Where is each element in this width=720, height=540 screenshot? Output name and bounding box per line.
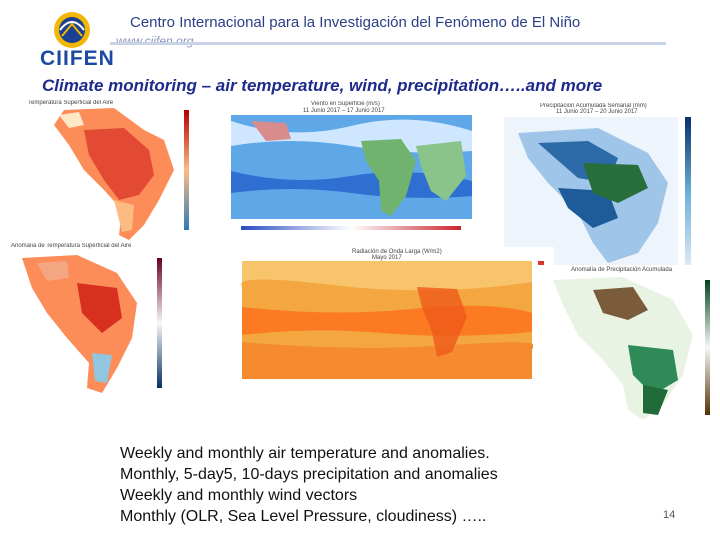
olr-date: Mayo 2017: [372, 255, 402, 261]
page-number: 14: [663, 509, 676, 521]
temp-bottom-caption: Anomalía de Temperatura Superficial del …: [11, 243, 132, 249]
description-list: Weekly and monthly air temperature and a…: [120, 443, 498, 527]
precipitation-anomaly-map: Anomalía de Precipitación Acumulada: [533, 265, 715, 427]
temp-top-caption: Temperatura Superficial del Aire: [28, 100, 114, 106]
description-line: Weekly and monthly air temperature and a…: [120, 445, 490, 462]
wind-caption: Viento en Superficie (m/s): [311, 101, 380, 107]
olr-map: Radiación de Onda Larga (W/m2) Mayo 2017: [232, 247, 554, 401]
ciifen-logo: [38, 6, 110, 76]
description-line: Weekly and monthly wind vectors: [120, 487, 358, 504]
header-divider: [110, 42, 666, 45]
description-line: Monthly, 5-day5, 10-days precipitation a…: [120, 466, 498, 483]
temperature-anomaly-map: Anomalía de Temperatura Superficial del …: [7, 243, 165, 406]
slide-title: Climate monitoring – air temperature, wi…: [42, 76, 603, 95]
precip-anom-caption: Anomalía de Precipitación Acumulada: [571, 267, 673, 273]
wind-vector-map: Viento en Superficie (m/s) 11 Junio 2017…: [231, 101, 472, 239]
description-line: Monthly (OLR, Sea Level Pressure, cloudi…: [120, 508, 487, 525]
logo-wordmark: CIIFEN: [40, 47, 115, 70]
organization-title: Centro Internacional para la Investigaci…: [130, 14, 581, 31]
precip-date: 11 Junio 2017 – 20 Junio 2017: [556, 109, 638, 115]
olr-caption: Radiación de Onda Larga (W/m2): [352, 249, 442, 255]
precipitation-map: Precipitación Acumulada Semanal (mm) 11 …: [498, 103, 698, 270]
temperature-map-top-left: Temperatura Superficial del Aire: [24, 100, 196, 243]
wind-date: 11 Junio 2017 – 17 Junio 2017: [303, 108, 385, 114]
precip-caption: Precipitación Acumulada Semanal (mm): [540, 103, 647, 109]
organization-url: www.ciifen.org: [116, 34, 194, 48]
